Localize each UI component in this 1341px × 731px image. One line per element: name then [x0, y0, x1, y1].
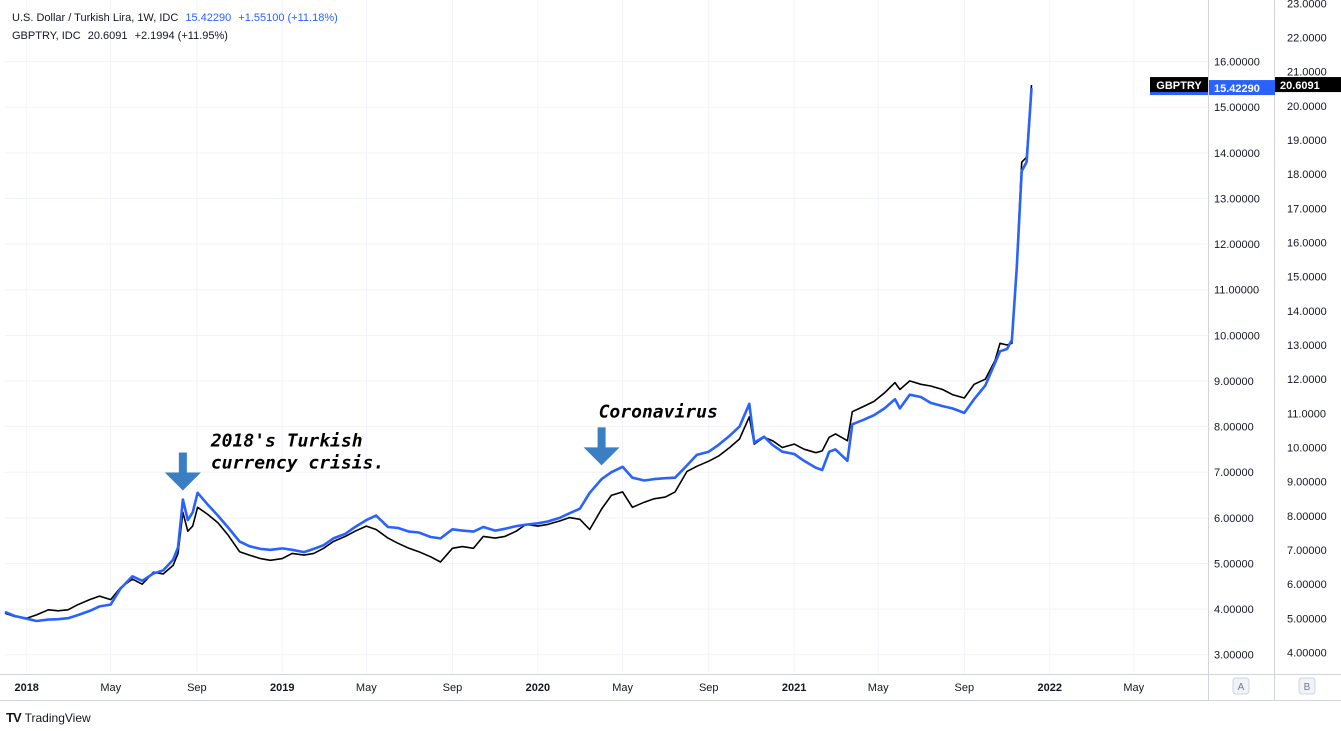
annotation-text: currency crisis.	[211, 452, 384, 473]
y-axis-a-tick-label: 12.00000	[1214, 239, 1260, 251]
y-axis-a-tick-label: 14.00000	[1214, 148, 1260, 160]
price-label-text: 15.42290	[1214, 83, 1260, 95]
legend-gbptry-value: 20.6091	[87, 30, 128, 42]
y-axis-a-tick-label: 13.00000	[1214, 193, 1260, 205]
y-axis-a-tick-label: 10.00000	[1214, 330, 1260, 342]
y-axis-b-tick-label: 21.0000	[1287, 67, 1327, 79]
x-axis-tick-label: May	[100, 682, 121, 694]
axis-a-button-label: A	[1238, 682, 1245, 693]
annotation-2: Coronavirus	[583, 401, 718, 466]
y-axis-a-tick-label: 3.00000	[1214, 650, 1254, 662]
y-axis-b-tick-label: 16.0000	[1287, 238, 1327, 250]
y-axis-b-tick-label: 11.0000	[1287, 408, 1326, 420]
y-axis-b-tick-label: 15.0000	[1287, 272, 1327, 284]
y-axis-a-tick-label: 8.00000	[1214, 422, 1254, 434]
price-label-usdtry	[1209, 80, 1275, 96]
series-name-tag-text: GBPTRY	[1156, 80, 1202, 92]
x-axis-tick-label: Sep	[187, 682, 207, 694]
tradingview-logo[interactable]: TV TradingView	[6, 710, 91, 725]
y-axis-a-tick-label: 5.00000	[1214, 558, 1254, 570]
y-axis-a-tick-label: 11.00000	[1214, 285, 1259, 297]
annotation-text: Coronavirus	[599, 401, 718, 422]
price-label-text: 20.6091	[1280, 80, 1320, 92]
series-line-usdtry	[4, 88, 1033, 623]
y-axis-b-tick-label: 10.0000	[1287, 443, 1327, 455]
series-name-tag-gbptry	[1150, 77, 1208, 93]
axes: 3.00000 4.00000 5.00000 6.00000 7.00000 8.000…	[0, 0, 1341, 701]
down-arrow-icon	[164, 452, 201, 491]
y-axis-b-tick-label: 14.0000	[1287, 306, 1327, 318]
y-axis-b-tick-label: 20.0000	[1287, 101, 1327, 113]
series-lines	[4, 85, 1033, 623]
y-axis-a-tick-label: 15.00000	[1214, 102, 1260, 114]
legend-gbptry-symbol: GBPTRY, IDC	[12, 30, 81, 42]
y-axis-b-tick-label: 22.0000	[1287, 33, 1327, 45]
x-axis-tick-label: 2020	[526, 682, 550, 694]
y-axis-b-tick-label: 5.00000	[1287, 613, 1327, 625]
x-axis-tick-label: 2019	[270, 682, 294, 694]
y-axis-b-tick-label: 23.0000	[1287, 0, 1327, 10]
y-axis-b-tick-label: 17.0000	[1287, 203, 1327, 215]
y-axis-b-tick-label: 7.00000	[1287, 545, 1327, 557]
x-axis-tick-label: May	[868, 682, 889, 694]
y-axis-a-tick-label: 4.00000	[1214, 604, 1254, 616]
legend-gbptry[interactable]: GBPTRY, IDC 20.6091 +2.1994 (+11.95%)	[12, 30, 232, 42]
legend-usdtry-value: 15.42290	[185, 12, 232, 24]
legend-usdtry-change: +1.55100 (+11.18%)	[238, 12, 338, 24]
y-axis-a-tick-label: 6.00000	[1214, 513, 1254, 525]
x-axis-tick-label: 2022	[1038, 682, 1062, 694]
grid-lines	[5, 0, 1208, 673]
y-axis-a-tick-label: 9.00000	[1214, 376, 1254, 388]
tradingview-logo-icon: TV	[6, 710, 22, 725]
y-axis-b-tick-label: 19.0000	[1287, 135, 1327, 147]
legend-usdtry-symbol: U.S. Dollar / Turkish Lira, 1W, IDC	[12, 12, 179, 24]
legend-gbptry-change: +2.1994 (+11.95%)	[134, 30, 228, 42]
x-axis-tick-label: May	[612, 682, 633, 694]
x-axis-tick-label: Sep	[955, 682, 975, 694]
x-axis-tick-label: 2021	[782, 682, 806, 694]
y-axis-a-tick-label: 16.00000	[1214, 57, 1260, 69]
y-axis-b-tick-label: 18.0000	[1287, 169, 1327, 181]
x-axis-tick-label: May	[356, 682, 377, 694]
axis-b-button-label: B	[1304, 682, 1311, 693]
axis-a-button	[1232, 677, 1250, 695]
y-axis-b-tick-label: 12.0000	[1287, 374, 1327, 386]
y-axis-b-tick-label: 4.00000	[1287, 648, 1327, 660]
y-axis-a-tick-label: 7.00000	[1214, 467, 1254, 479]
x-axis-tick-label: 2018	[14, 682, 38, 694]
y-axis-b-tick-label: 9.00000	[1287, 477, 1327, 489]
y-axis-b-tick-label: 13.0000	[1287, 340, 1327, 352]
y-axis-b-tick-label: 6.00000	[1287, 579, 1327, 591]
series-line-gbptry	[4, 85, 1033, 620]
price-label-gbptry	[1275, 77, 1341, 93]
x-axis-tick-label: Sep	[443, 682, 463, 694]
y-axis-b-tick-label: 8.00000	[1287, 511, 1327, 523]
x-axis-tick-label: Sep	[699, 682, 719, 694]
legend-usdtry[interactable]: U.S. Dollar / Turkish Lira, 1W, IDC 15.4…	[12, 12, 342, 24]
axis-b-button	[1298, 677, 1316, 695]
tradingview-logo-text: TradingView	[24, 710, 91, 725]
x-axis-tick-label: May	[1123, 682, 1144, 694]
annotation-text: 2018's Turkish	[210, 430, 363, 451]
down-arrow-icon	[583, 427, 620, 466]
